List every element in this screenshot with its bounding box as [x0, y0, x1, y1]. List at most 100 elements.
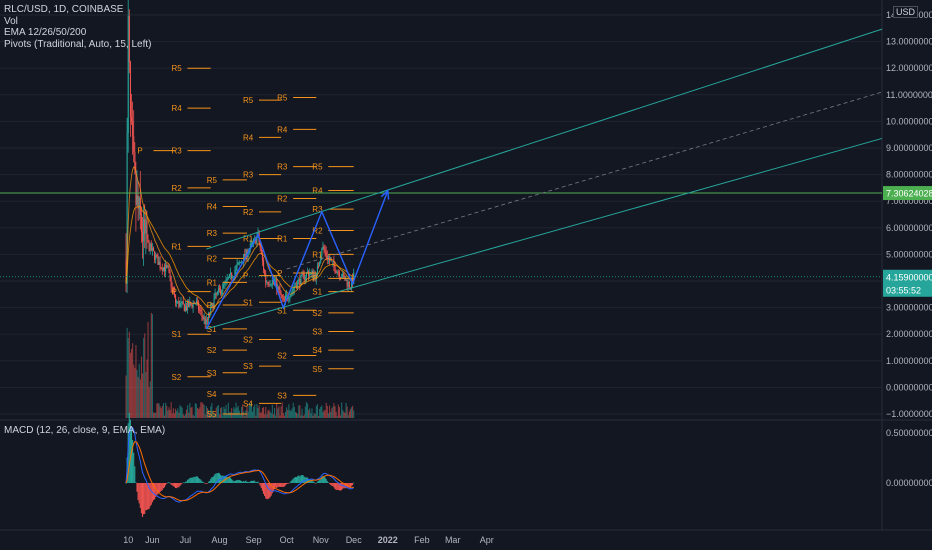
macd-bar — [166, 483, 168, 484]
volume-bar — [234, 408, 236, 418]
volume-bar — [342, 410, 344, 418]
candle — [260, 248, 262, 254]
macd-bar — [249, 481, 251, 483]
macd-bar — [314, 483, 316, 484]
macd-bar — [125, 483, 127, 484]
volume-bar — [131, 348, 133, 418]
pivot-label-r3: R3 — [277, 163, 288, 172]
macd-bar — [239, 480, 241, 483]
volume-bar — [177, 408, 179, 418]
macd-bar — [283, 483, 285, 487]
projection-path[interactable] — [205, 190, 389, 330]
volume-bar — [217, 405, 219, 418]
macd-bar — [237, 479, 239, 483]
candle — [308, 271, 310, 277]
volume-bar — [242, 404, 244, 418]
volume-bar — [205, 406, 207, 418]
candle — [167, 266, 169, 268]
volume-bar — [349, 408, 351, 418]
time-axis[interactable]: 10 Jun Jul Aug Sep Oct Nov Dec 2022 Feb Mar Apr — [123, 535, 494, 545]
candle — [223, 283, 225, 285]
macd-bar — [161, 483, 163, 491]
macd-bar — [259, 483, 261, 486]
macd-bar — [235, 480, 237, 483]
macd-bar — [227, 477, 229, 483]
candle — [154, 251, 156, 260]
candle — [211, 303, 213, 307]
candle — [268, 284, 270, 286]
volume-bar — [261, 408, 263, 418]
pivot-label-r1: R1 — [207, 278, 218, 287]
price-tick-label: 5.00000000 — [886, 249, 932, 259]
macd-bar — [184, 481, 186, 483]
macd-bar — [133, 452, 135, 483]
volume-bar — [153, 412, 155, 418]
macd-legend[interactable]: MACD (12, 26, close, 9, EMA, EMA) — [4, 425, 166, 436]
pivot-label-r2: R2 — [312, 226, 323, 235]
pivot-label-s4: S4 — [207, 390, 217, 399]
volume-bar — [154, 412, 156, 418]
candle — [214, 292, 216, 299]
pivot-label-r1: R1 — [277, 234, 288, 243]
macd-bar — [171, 483, 173, 486]
volume-bar — [337, 404, 339, 418]
volume-bar — [300, 415, 302, 418]
volume-bar — [145, 371, 147, 418]
volume-bar — [271, 405, 273, 418]
macd-bar — [290, 481, 292, 483]
pivot-label-p: P — [312, 274, 317, 283]
volume-bar — [352, 405, 354, 418]
volume-bar — [187, 405, 189, 418]
volume-bar — [199, 407, 201, 418]
candle — [286, 295, 288, 297]
macd-bar — [152, 483, 155, 501]
candle — [340, 277, 342, 279]
price-marker-resistance-text: 7.30624028 — [886, 189, 932, 199]
candle — [325, 251, 327, 256]
pivot-label-s4: S4 — [312, 346, 322, 355]
volume-bar — [160, 408, 162, 418]
macd-bar — [226, 476, 228, 483]
macd-bar — [212, 477, 214, 483]
volume-bar — [147, 321, 149, 418]
candle — [249, 244, 251, 250]
volume-legend[interactable]: Vol — [4, 15, 18, 27]
currency-badge[interactable]: USD — [892, 6, 918, 18]
candle — [239, 262, 241, 264]
macd-bar — [168, 482, 170, 483]
volume-bar — [345, 402, 347, 418]
candle — [206, 319, 208, 321]
macd-bar — [138, 483, 140, 504]
candle — [190, 302, 192, 305]
candle — [250, 242, 252, 245]
candle — [330, 260, 332, 262]
price-tick-label: 3.00000000 — [886, 303, 932, 313]
macd-bar — [319, 479, 321, 483]
volume-bar — [287, 409, 289, 418]
volume-bar — [326, 406, 328, 418]
pivots-legend[interactable]: Pivots (Traditional, Auto, 15, Left) — [4, 38, 152, 50]
macd-bar — [182, 482, 184, 483]
volume-bar — [283, 415, 285, 418]
time-tick-label: 2022 — [378, 535, 398, 545]
volume-bar — [195, 404, 197, 418]
candle — [146, 220, 148, 240]
macd-bar — [341, 483, 343, 491]
macd-bar — [185, 481, 188, 483]
volume-bar — [319, 408, 321, 418]
volume-bar — [175, 408, 177, 418]
macd-bar — [352, 483, 354, 486]
volume-bar — [264, 414, 266, 418]
volume-bar — [140, 356, 142, 418]
macd-bar — [187, 479, 189, 483]
macd-bar — [302, 475, 304, 483]
ema-legend[interactable]: EMA 12/26/50/200 — [4, 27, 87, 38]
macd-bar — [243, 481, 245, 483]
price-tick-label: 0.00000000 — [886, 382, 932, 392]
candle — [332, 260, 334, 262]
volume-bar — [281, 402, 283, 418]
symbol-legend[interactable]: RLC/USD, 1D, COINBASE — [4, 4, 124, 15]
volume-bar — [201, 402, 203, 418]
macd-bar — [298, 475, 300, 483]
macd-bar — [198, 477, 200, 483]
